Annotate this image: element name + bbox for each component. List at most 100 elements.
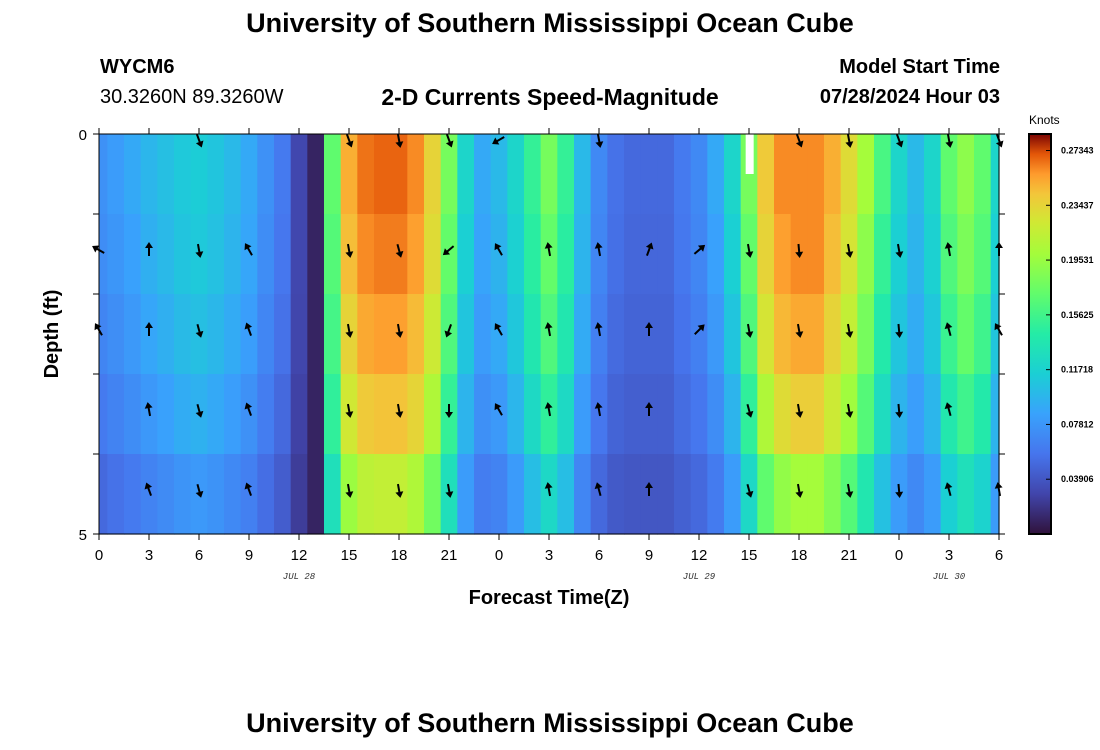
heatmap-cell	[290, 374, 308, 455]
heatmap-cell	[574, 374, 592, 455]
x-tick-label: 18	[391, 547, 408, 564]
current-arrow	[544, 402, 553, 417]
heatmap-cell	[490, 454, 508, 535]
heatmap-cell	[640, 134, 658, 215]
x-tick-label: 15	[341, 547, 358, 564]
current-vectors	[92, 133, 1004, 498]
heatmap-cell	[207, 134, 225, 215]
heatmap-cell	[757, 134, 775, 215]
x-tick-label: 3	[945, 547, 953, 564]
heatmap-cell	[390, 134, 408, 215]
colorbar-tick-label: 0.23437	[1061, 200, 1094, 210]
x-tick-label: 0	[495, 547, 503, 564]
heatmap-cell	[340, 134, 358, 215]
heatmap-cell	[690, 454, 708, 535]
heatmap-cell	[757, 454, 775, 535]
heatmap-cell	[157, 134, 175, 215]
heatmap-cell	[424, 134, 442, 215]
heatmap-cell	[607, 134, 625, 215]
heatmap-cell	[957, 134, 975, 215]
colorbar-tick-label: 0.19531	[1061, 255, 1094, 265]
heatmap-cell	[840, 134, 858, 215]
heatmap-cell	[207, 374, 225, 455]
colorbar-tick-label: 0.07812	[1061, 419, 1094, 429]
heatmap-cell	[724, 294, 742, 375]
current-arrow	[895, 323, 904, 338]
current-arrow	[92, 245, 105, 254]
heatmap-cell	[557, 134, 575, 215]
current-arrow	[244, 482, 253, 496]
heatmap-cell	[540, 134, 558, 215]
current-arrow	[594, 322, 603, 337]
current-arrow	[395, 323, 404, 338]
heatmap-cell	[99, 214, 108, 295]
heatmap-cell	[324, 134, 342, 215]
current-arrow	[145, 322, 153, 336]
current-arrow	[445, 483, 454, 498]
current-arrow	[845, 243, 854, 258]
heatmap-cell	[557, 454, 575, 535]
heatmap-cell	[457, 134, 475, 215]
heatmap-cell	[474, 214, 492, 295]
current-arrow	[645, 242, 654, 256]
x-tick-label: 12	[291, 547, 308, 564]
colorbar-tick-label: 0.15625	[1061, 310, 1094, 320]
heatmap-cell	[524, 294, 542, 375]
current-arrow	[345, 243, 354, 258]
heatmap-cell	[224, 454, 242, 535]
heatmap-cell	[224, 374, 242, 455]
heatmap-cell	[324, 214, 342, 295]
heatmap-cell	[99, 134, 108, 215]
heatmap-cell	[107, 134, 125, 215]
current-arrow	[845, 403, 854, 418]
current-arrow	[395, 133, 404, 148]
heatmap-cell	[574, 294, 592, 375]
heatmap-cell	[607, 214, 625, 295]
heatmap-cell	[290, 214, 308, 295]
heatmap-cell	[990, 294, 1000, 375]
heatmap-cell	[324, 454, 342, 535]
heatmap-cell	[274, 454, 292, 535]
heatmap-cell	[140, 454, 158, 535]
heatmap-cell	[924, 454, 942, 535]
heatmap-cell	[124, 374, 142, 455]
x-tick-label: 21	[841, 547, 858, 564]
colorbar: 0.27343 0.23437 0.19531 0.15625 0.11718 0.078…	[1028, 133, 1094, 535]
heatmap-cell	[674, 294, 692, 375]
heatmap-cell	[257, 134, 275, 215]
x-tick-label: 0	[895, 547, 903, 564]
heatmap-cell	[724, 214, 742, 295]
heatmap-cell	[290, 294, 308, 375]
heatmap-cell	[424, 214, 442, 295]
heatmap-cell	[257, 374, 275, 455]
heatmap-cell	[407, 374, 425, 455]
current-arrow	[745, 483, 754, 498]
station-id: WYCM6	[100, 56, 175, 78]
heatmap-cell	[490, 294, 508, 375]
heatmap-cell	[374, 294, 392, 375]
heatmap-cell	[624, 294, 642, 375]
heatmap-cell	[974, 134, 992, 215]
current-arrow	[795, 403, 804, 418]
heatmap-cell	[457, 214, 475, 295]
current-arrow	[895, 483, 904, 498]
heatmap-cell	[307, 214, 325, 295]
currents-chart: 0 3 6 9 12 15 18 21 0 3 6 9 12 15 18 21 0 3 6 JUL 28 JUL 29 J…	[41, 113, 1094, 609]
heatmap-cell	[290, 454, 308, 535]
current-arrow	[244, 322, 253, 336]
heatmap-cell	[374, 374, 392, 455]
heatmap-cell	[157, 374, 175, 455]
heatmap-cell	[690, 294, 708, 375]
heatmap-cell	[924, 134, 942, 215]
heatmap-cell	[607, 374, 625, 455]
current-arrow	[795, 134, 804, 148]
current-arrow	[645, 322, 653, 336]
heatmap-cell	[774, 374, 792, 455]
heatmap-cell	[174, 374, 192, 455]
heatmap-cell	[240, 134, 258, 215]
heatmap-cell	[707, 374, 725, 455]
current-arrow	[492, 136, 505, 145]
heatmap-cell	[407, 454, 425, 535]
heatmap-cell	[707, 294, 725, 375]
heatmap-cell	[924, 214, 942, 295]
